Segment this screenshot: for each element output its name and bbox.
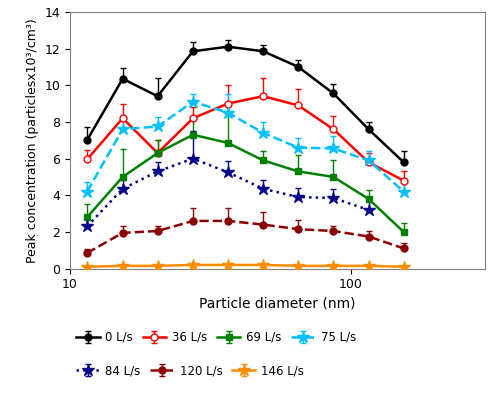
Legend: 84 L/s, 120 L/s, 146 L/s: 84 L/s, 120 L/s, 146 L/s [76,364,304,377]
X-axis label: Particle diameter (nm): Particle diameter (nm) [199,297,356,311]
Y-axis label: Peak concentration (particlesx10³/cm³): Peak concentration (particlesx10³/cm³) [26,18,39,263]
